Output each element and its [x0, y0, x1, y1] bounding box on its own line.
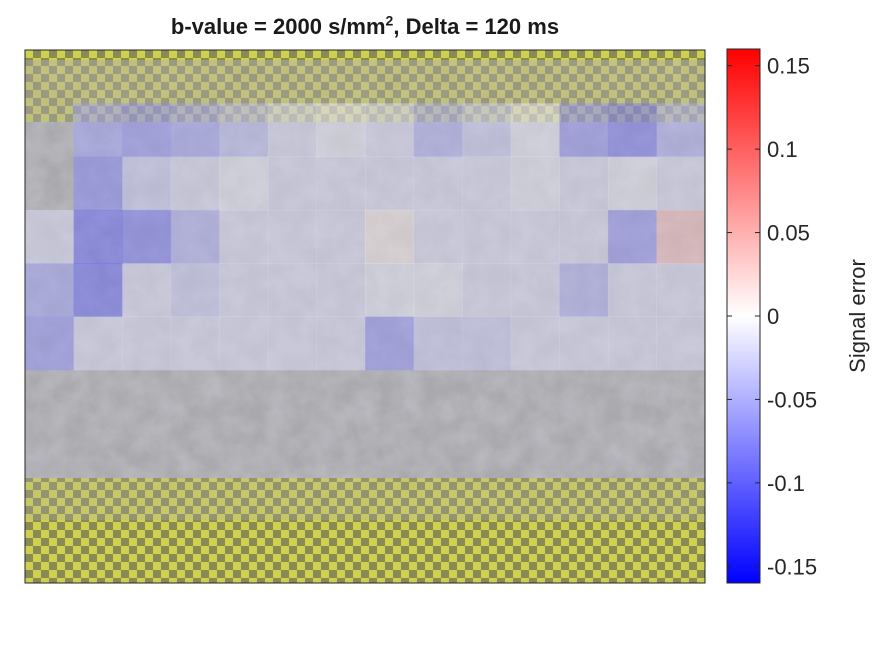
colorbar-tick-label: 0.05	[767, 221, 810, 246]
heatmap-cell	[510, 263, 560, 317]
heatmap-cell	[25, 316, 75, 371]
title-suffix: , Delta = 120 ms	[393, 14, 560, 39]
tissue-texture	[25, 60, 705, 520]
heatmap-cell	[219, 209, 269, 264]
heatmap-cells	[25, 103, 705, 371]
heatmap-cell	[656, 263, 705, 317]
colorbar-tick-label: -0.05	[767, 387, 817, 412]
heatmap-cell	[219, 156, 269, 211]
heatmap-cell	[462, 156, 512, 211]
heatmap-cell	[73, 156, 123, 211]
heatmap-cell	[73, 209, 123, 264]
colorbar-tick-label: -0.15	[767, 554, 817, 579]
heatmap-cell	[559, 263, 609, 317]
heatmap-cell	[316, 156, 366, 211]
heatmap-cell	[316, 263, 366, 317]
heatmap-cell	[462, 209, 512, 264]
heatmap-cell	[267, 103, 317, 158]
heatmap-cell	[316, 103, 366, 158]
colorbar-label: Signal error	[845, 259, 870, 373]
heatmap-cell	[607, 263, 657, 317]
heatmap-cell	[413, 263, 463, 317]
heatmap-cell	[25, 263, 75, 317]
colorbar-tick-label: 0	[767, 304, 779, 329]
heatmap-cell	[559, 103, 609, 158]
heatmap-cell	[656, 209, 705, 264]
heatmap-cell	[219, 103, 269, 158]
heatmap-cell	[413, 316, 463, 371]
colorbar-ticks: 0.15 0.1 0.05 0 -0.05 -0.1 -0.15	[727, 54, 817, 579]
heatmap-cell	[413, 156, 463, 211]
heatmap-cell	[316, 209, 366, 264]
heatmap-cell	[122, 209, 172, 264]
axes-frame	[24, 49, 706, 584]
heatmap-cell	[73, 316, 123, 371]
heatmap-cell	[365, 316, 415, 371]
heatmap-cell	[365, 103, 415, 158]
heatmap-cell	[462, 103, 512, 158]
heatmap-cell	[656, 103, 705, 158]
heatmap-cell	[607, 209, 657, 264]
heatmap-cell	[462, 316, 512, 371]
heatmap-cell	[219, 263, 269, 317]
heatmap-cell	[219, 316, 269, 371]
heatmap-cell	[170, 103, 220, 158]
heatmap-axes	[25, 50, 705, 583]
colorbar-tick-label: 0.1	[767, 137, 798, 162]
heatmap-cell	[73, 263, 123, 317]
heatmap-cell	[510, 156, 560, 211]
heatmap-cell	[25, 209, 75, 264]
heatmap-cell	[365, 263, 415, 317]
title-superscript: 2	[385, 12, 394, 29]
heatmap-cell	[656, 316, 705, 371]
heatmap-cell	[510, 316, 560, 371]
heatmap-cell	[510, 209, 560, 264]
heatmap-cell	[316, 316, 366, 371]
heatmap-cell	[170, 263, 220, 317]
heatmap-cell	[170, 209, 220, 264]
heatmap-cell	[413, 103, 463, 158]
heatmap-cell	[122, 263, 172, 317]
heatmap-cell	[267, 316, 317, 371]
heatmap-cell	[365, 209, 415, 264]
heatmap-cell	[413, 209, 463, 264]
heatmap-cell	[462, 263, 512, 317]
heatmap-cell	[365, 156, 415, 211]
heatmap-cell	[267, 156, 317, 211]
heatmap-cell	[267, 209, 317, 264]
heatmap-cell	[170, 156, 220, 211]
colorbar-tick-label: 0.15	[767, 54, 810, 79]
chart-title: b-value = 2000 s/mm2, Delta = 120 ms	[25, 14, 705, 40]
top-mask-overlay	[25, 50, 705, 122]
heatmap-cell	[267, 263, 317, 317]
heatmap-cell	[559, 209, 609, 264]
title-prefix: b-value = 2000 s/mm	[170, 14, 386, 39]
colorbar-tick-label: -0.1	[767, 471, 805, 496]
heatmap-cell	[122, 103, 172, 158]
heatmap-cell	[510, 103, 560, 158]
bottom-mask-overlay	[25, 478, 705, 583]
heatmap-cell	[656, 156, 705, 211]
heatmap-cell	[559, 156, 609, 211]
heatmap-cell	[607, 103, 657, 158]
heatmap-cell	[559, 316, 609, 371]
heatmap-cell	[170, 316, 220, 371]
heatmap-cell	[607, 316, 657, 371]
heatmap-cell	[122, 316, 172, 371]
heatmap-cell	[73, 103, 123, 158]
heatmap-cell	[607, 156, 657, 211]
heatmap-cell	[122, 156, 172, 211]
colorbar: 0.15 0.1 0.05 0 -0.05 -0.1 -0.15 Signal error	[726, 48, 870, 584]
